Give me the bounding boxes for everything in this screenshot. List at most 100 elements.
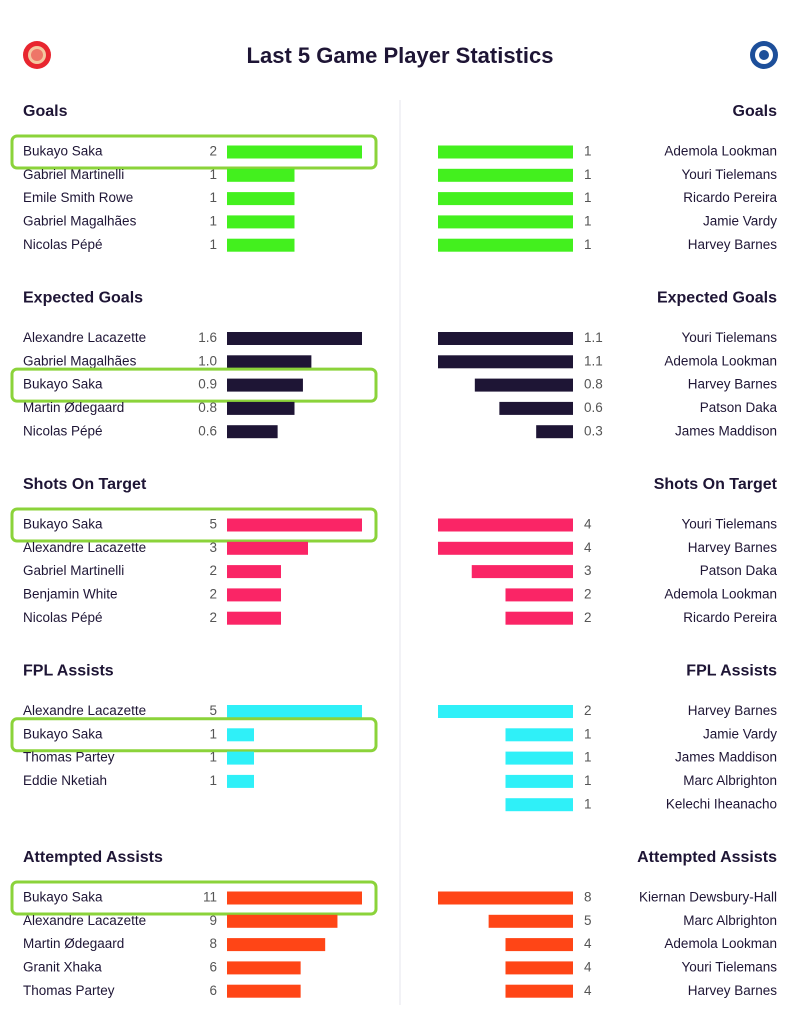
stat-bar — [438, 891, 573, 905]
stat-bar — [474, 378, 573, 392]
stat-value: 1.6 — [198, 330, 217, 345]
stat-value: 6 — [209, 959, 217, 974]
player-name: Ademola Lookman — [664, 144, 777, 159]
section-title: FPL Assists — [23, 663, 114, 680]
player-name: Ricardo Pereira — [683, 610, 777, 625]
stat-value: 1 — [584, 726, 592, 741]
player-name: Bukayo Saka — [23, 726, 103, 741]
player-name: Alexandre Lacazette — [23, 330, 146, 345]
stat-bar — [438, 145, 573, 159]
stat-bar — [227, 145, 362, 159]
player-name: Alexandre Lacazette — [23, 703, 146, 718]
home-badge — [23, 41, 51, 69]
player-name: James Maddison — [675, 750, 777, 765]
stat-bar — [505, 798, 573, 812]
away-badge — [750, 41, 778, 69]
stat-bar — [471, 565, 573, 579]
player-name: Harvey Barnes — [688, 983, 778, 998]
player-name: Bukayo Saka — [23, 144, 103, 159]
stat-value: 0.8 — [198, 400, 217, 415]
stat-value: 3 — [209, 540, 217, 555]
player-name: Kiernan Dewsbury-Hall — [639, 890, 777, 905]
stat-value: 9 — [209, 913, 217, 928]
stat-value: 5 — [209, 517, 217, 532]
player-name: Bukayo Saka — [23, 890, 103, 905]
stat-value: 1 — [584, 750, 592, 765]
stat-bar — [227, 984, 301, 998]
section-title: Shots On Target — [23, 476, 147, 493]
player-name: Thomas Partey — [23, 750, 115, 765]
stat-value: 1 — [209, 213, 217, 228]
section-title: Goals — [23, 103, 68, 120]
stat-value: 1.0 — [198, 353, 217, 368]
page-title: Last 5 Game Player Statistics — [247, 43, 554, 68]
stat-bar — [438, 355, 573, 369]
stat-bar — [505, 938, 573, 952]
stat-bar — [227, 355, 312, 369]
player-name: Ademola Lookman — [664, 936, 777, 951]
stat-bar — [227, 378, 303, 392]
highlight-box — [10, 717, 378, 753]
stat-value: 1 — [584, 237, 592, 252]
stat-bar — [227, 541, 308, 555]
stat-bar — [227, 705, 362, 718]
player-name: Marc Albrighton — [683, 913, 777, 928]
stat-value: 6 — [209, 983, 217, 998]
player-name: Gabriel Magalhães — [23, 213, 137, 228]
player-name: Nicolas Pépé — [23, 423, 103, 438]
stat-bar — [438, 541, 573, 555]
stat-bar — [227, 401, 295, 415]
player-name: James Maddison — [675, 423, 777, 438]
stat-bar — [227, 588, 281, 602]
highlight-box — [10, 880, 378, 916]
stat-bar — [227, 891, 362, 905]
stat-value: 11 — [203, 890, 217, 905]
player-name: Harvey Barnes — [688, 237, 778, 252]
stat-value: 8 — [584, 890, 592, 905]
stat-bar — [227, 938, 326, 952]
stat-value: 5 — [584, 913, 592, 928]
section-title: Expected Goals — [657, 290, 777, 307]
stat-value: 1 — [584, 213, 592, 228]
stat-value: 1 — [584, 190, 592, 205]
player-name: Youri Tielemans — [681, 167, 777, 182]
player-name: Marc Albrighton — [683, 773, 777, 788]
player-name: Gabriel Magalhães — [23, 353, 137, 368]
stat-bar — [227, 168, 295, 182]
section-title: Shots On Target — [654, 476, 778, 493]
stat-bar — [227, 238, 295, 252]
player-name: Nicolas Pépé — [23, 237, 103, 252]
stat-bar — [227, 332, 362, 345]
stat-bar — [227, 565, 281, 579]
stat-bar — [505, 751, 573, 765]
section-title: Attempted Assists — [23, 849, 163, 866]
highlight-box — [10, 134, 378, 170]
stat-value: 2 — [584, 586, 592, 601]
player-name: Patson Daka — [700, 563, 778, 578]
section-title: Attempted Assists — [637, 849, 777, 866]
stat-value: 0.8 — [584, 377, 603, 392]
stat-value: 4 — [584, 983, 592, 998]
player-name: Thomas Partey — [23, 983, 115, 998]
stat-value: 1 — [584, 144, 592, 159]
stat-bar — [536, 425, 573, 439]
player-name: Ademola Lookman — [664, 353, 777, 368]
stat-bar — [227, 751, 254, 765]
stat-bar — [438, 705, 573, 718]
stat-bar — [505, 611, 573, 625]
stat-value: 8 — [209, 936, 217, 951]
highlight-box — [10, 507, 378, 543]
stat-value: 4 — [584, 540, 592, 555]
stat-value: 2 — [209, 144, 217, 159]
stat-value: 1 — [209, 167, 217, 182]
stat-value: 3 — [584, 563, 592, 578]
stat-bar — [227, 961, 301, 975]
stat-value: 0.6 — [198, 423, 217, 438]
stat-value: 2 — [209, 563, 217, 578]
player-name: Harvey Barnes — [688, 540, 778, 555]
stat-value: 5 — [209, 703, 217, 718]
player-name: Eddie Nketiah — [23, 773, 107, 788]
player-name: Jamie Vardy — [703, 213, 777, 228]
stat-bar — [505, 728, 573, 742]
